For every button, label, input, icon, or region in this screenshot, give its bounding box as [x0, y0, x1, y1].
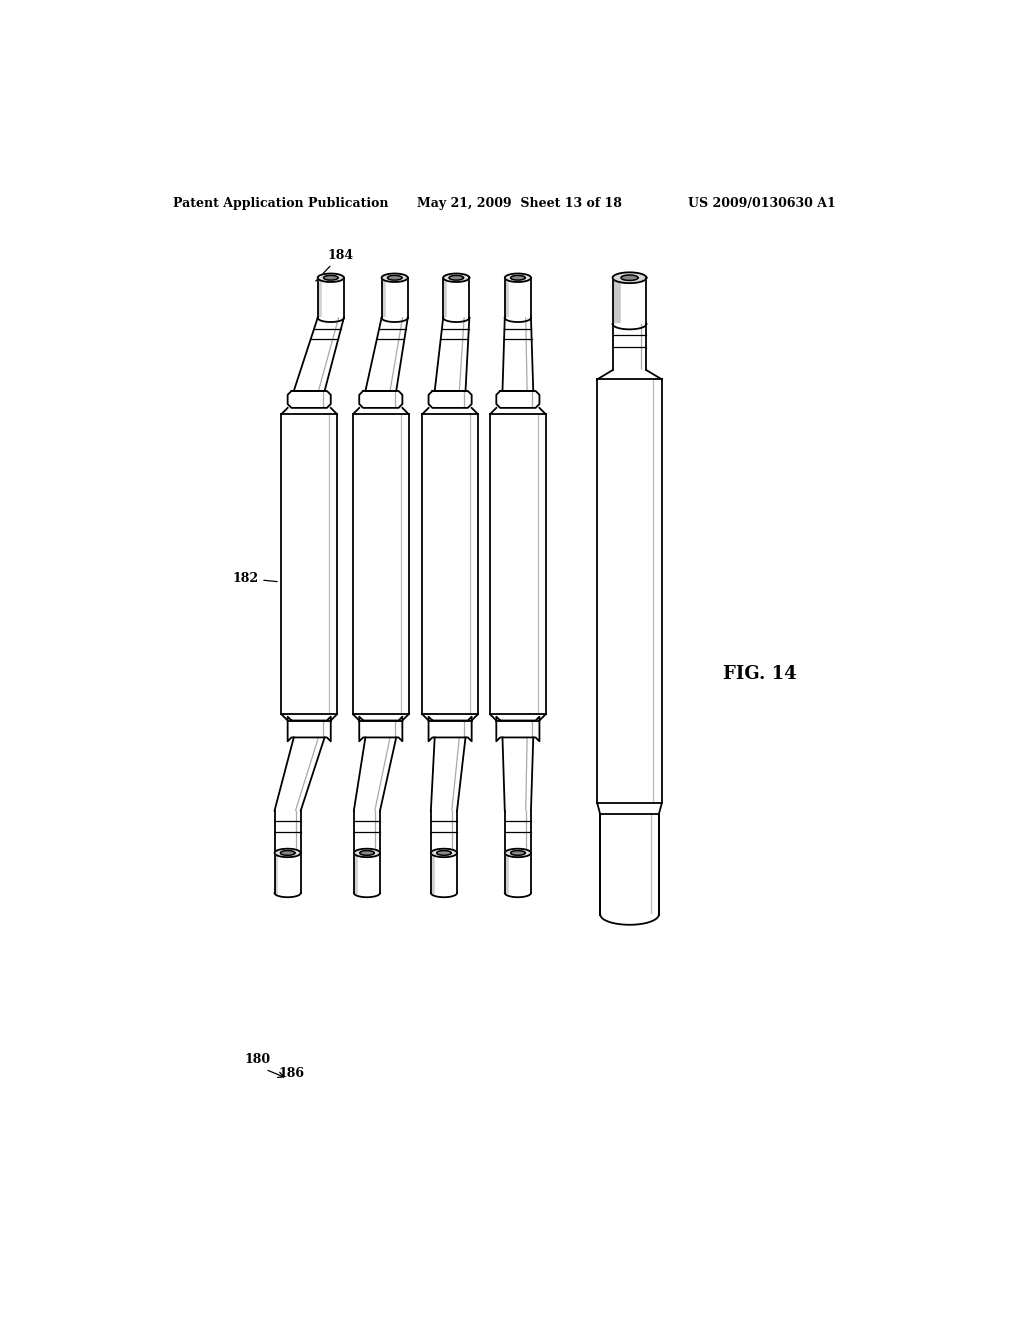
- Polygon shape: [505, 277, 509, 318]
- Polygon shape: [317, 273, 344, 282]
- Polygon shape: [359, 850, 374, 855]
- Polygon shape: [505, 853, 509, 892]
- Polygon shape: [505, 273, 531, 282]
- Polygon shape: [422, 714, 478, 721]
- Polygon shape: [353, 414, 409, 714]
- Polygon shape: [354, 853, 357, 892]
- Polygon shape: [490, 414, 546, 714]
- Polygon shape: [503, 318, 534, 391]
- Polygon shape: [435, 853, 457, 892]
- Polygon shape: [359, 717, 402, 742]
- Polygon shape: [621, 277, 646, 323]
- Text: 184: 184: [315, 248, 354, 281]
- Polygon shape: [274, 853, 279, 892]
- Polygon shape: [505, 849, 531, 857]
- Polygon shape: [509, 277, 531, 318]
- Polygon shape: [621, 275, 638, 280]
- Polygon shape: [281, 850, 295, 855]
- Polygon shape: [366, 318, 408, 391]
- Polygon shape: [429, 717, 472, 742]
- Polygon shape: [597, 379, 662, 803]
- Polygon shape: [509, 853, 531, 892]
- Polygon shape: [497, 391, 540, 408]
- Polygon shape: [503, 738, 534, 810]
- Polygon shape: [431, 810, 457, 853]
- Polygon shape: [353, 714, 409, 721]
- Polygon shape: [274, 738, 325, 810]
- Polygon shape: [431, 853, 435, 892]
- Polygon shape: [282, 714, 337, 721]
- Polygon shape: [274, 849, 301, 857]
- Polygon shape: [422, 414, 478, 714]
- Text: FIG. 14: FIG. 14: [724, 665, 797, 684]
- Polygon shape: [435, 318, 469, 391]
- Polygon shape: [431, 738, 466, 810]
- Text: 180: 180: [245, 1053, 270, 1067]
- Polygon shape: [612, 277, 621, 323]
- Polygon shape: [322, 277, 344, 318]
- Polygon shape: [437, 850, 452, 855]
- Polygon shape: [385, 277, 408, 318]
- Polygon shape: [600, 814, 658, 915]
- Text: US 2009/0130630 A1: US 2009/0130630 A1: [688, 197, 836, 210]
- Polygon shape: [447, 277, 469, 318]
- Polygon shape: [490, 408, 546, 414]
- Polygon shape: [288, 391, 331, 408]
- Polygon shape: [354, 849, 380, 857]
- Polygon shape: [443, 273, 469, 282]
- Polygon shape: [387, 276, 401, 280]
- Polygon shape: [497, 717, 540, 742]
- Polygon shape: [597, 803, 662, 814]
- Polygon shape: [282, 414, 337, 714]
- Polygon shape: [353, 408, 409, 414]
- Polygon shape: [431, 849, 457, 857]
- Polygon shape: [279, 853, 301, 892]
- Polygon shape: [597, 370, 662, 379]
- Polygon shape: [612, 323, 646, 329]
- Polygon shape: [274, 810, 301, 853]
- Polygon shape: [450, 276, 464, 280]
- Polygon shape: [282, 408, 337, 414]
- Polygon shape: [612, 323, 646, 370]
- Polygon shape: [324, 276, 338, 280]
- Polygon shape: [443, 277, 447, 318]
- Polygon shape: [317, 277, 322, 318]
- Polygon shape: [505, 810, 531, 853]
- Polygon shape: [288, 717, 331, 742]
- Polygon shape: [422, 408, 478, 414]
- Polygon shape: [511, 276, 525, 280]
- Polygon shape: [357, 853, 380, 892]
- Text: 182: 182: [232, 572, 278, 585]
- Polygon shape: [354, 810, 380, 853]
- Polygon shape: [354, 738, 396, 810]
- Text: May 21, 2009  Sheet 13 of 18: May 21, 2009 Sheet 13 of 18: [417, 197, 622, 210]
- Polygon shape: [490, 714, 546, 721]
- Polygon shape: [600, 915, 658, 925]
- Polygon shape: [382, 277, 385, 318]
- Polygon shape: [359, 391, 402, 408]
- Polygon shape: [511, 850, 525, 855]
- Text: 186: 186: [279, 1067, 304, 1080]
- Text: Patent Application Publication: Patent Application Publication: [173, 197, 388, 210]
- Polygon shape: [294, 318, 344, 391]
- Polygon shape: [382, 273, 408, 282]
- Polygon shape: [429, 391, 472, 408]
- Polygon shape: [612, 272, 646, 282]
